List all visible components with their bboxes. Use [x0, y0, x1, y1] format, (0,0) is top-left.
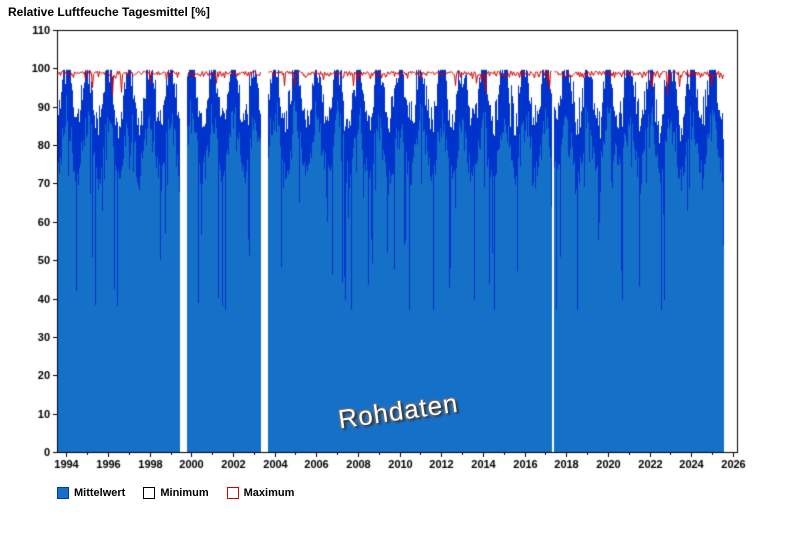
chart-legend: Mittelwert Minimum Maximum — [57, 487, 294, 499]
legend-item-minimum: Minimum — [143, 487, 209, 499]
legend-item-maximum: Maximum — [226, 487, 295, 499]
legend-label-minimum: Minimum — [160, 487, 209, 499]
legend-label-maximum: Maximum — [243, 487, 295, 499]
legend-item-mittelwert: Mittelwert — [57, 487, 125, 499]
legend-label-mittelwert: Mittelwert — [74, 487, 126, 499]
legend-swatch-mittelwert — [57, 487, 69, 499]
legend-swatch-maximum — [226, 487, 239, 499]
chart-title: Relative Luftfeuche Tagesmittel [%] — [8, 5, 210, 19]
legend-swatch-minimum — [143, 487, 156, 499]
